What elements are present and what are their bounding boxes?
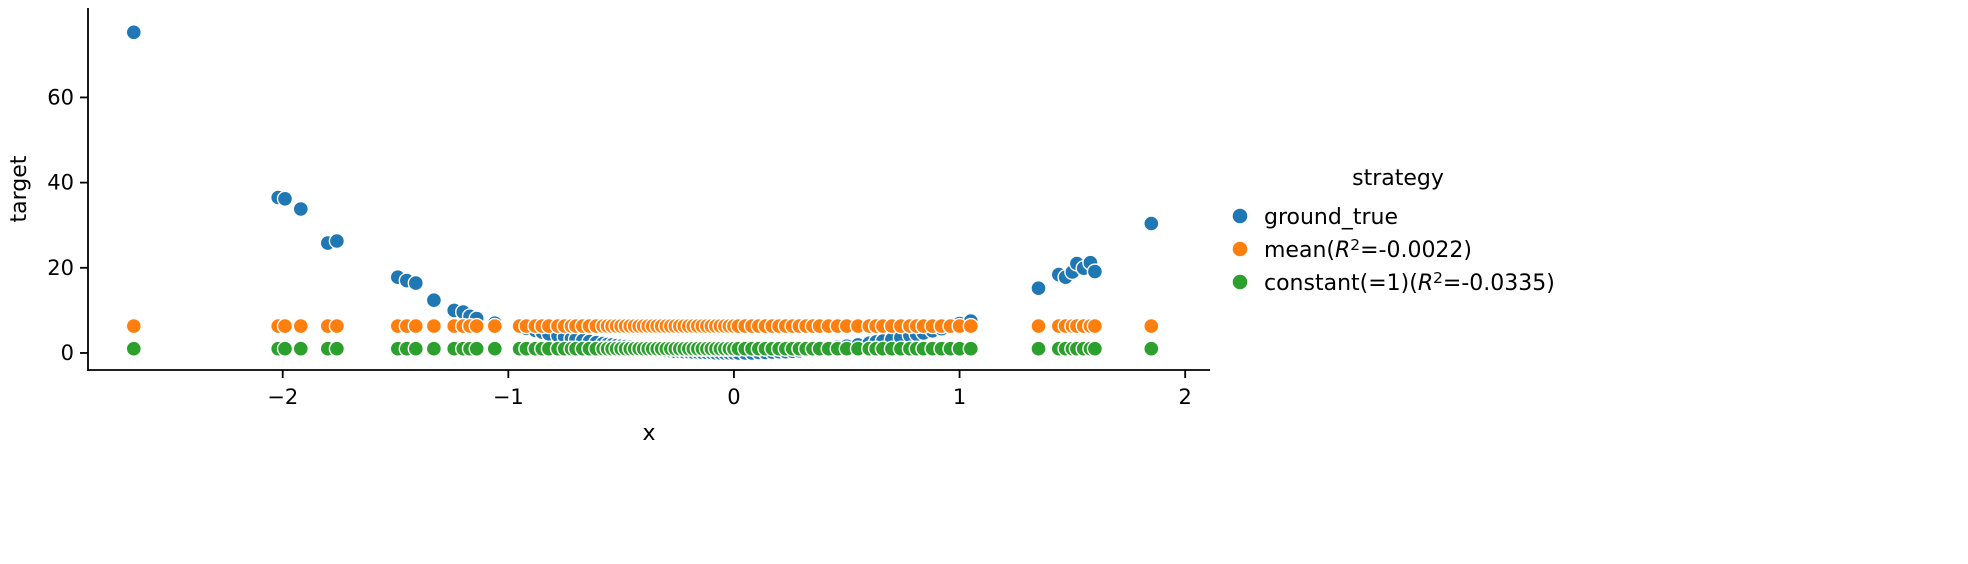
data-point: [125, 317, 143, 335]
data-point: [425, 292, 443, 309]
data-point: [1143, 317, 1160, 335]
data-point: [407, 340, 424, 357]
y-tick-label: 20: [47, 256, 74, 280]
data-point: [1086, 263, 1104, 280]
x-tick-label: 2: [1178, 385, 1191, 409]
data-point: [276, 190, 294, 208]
data-point: [125, 340, 143, 357]
data-point: [276, 340, 294, 357]
series-ground_true: [125, 24, 1160, 362]
data-point: [468, 340, 485, 357]
legend-item-label: constant(=1)(R2=-0.0335): [1264, 269, 1555, 296]
y-tick-label: 40: [47, 171, 74, 195]
data-point: [328, 232, 346, 250]
data-point: [292, 340, 309, 357]
y-tick-label: 60: [47, 85, 74, 109]
data-point: [425, 340, 443, 357]
data-point: [1086, 317, 1104, 335]
legend-title: strategy: [1352, 166, 1444, 191]
series-constant-1-r-0-0335: [125, 340, 1160, 357]
legend: strategy ground_true mean(R2=-0.0022) const…: [1231, 166, 1555, 296]
legend-item-label: ground_true: [1264, 205, 1398, 230]
data-point: [125, 24, 143, 41]
data-point: [425, 317, 443, 335]
data-point: [292, 317, 309, 335]
data-point: [328, 340, 346, 357]
x-tick-label: 0: [727, 385, 740, 409]
data-point: [1143, 340, 1160, 357]
x-tick-label: −2: [267, 385, 298, 409]
data-point: [328, 317, 346, 335]
legend-item-label: mean(R2=-0.0022): [1264, 236, 1472, 263]
data-point: [407, 274, 424, 292]
data-point: [486, 340, 503, 357]
legend-marker: [1231, 273, 1249, 291]
y-tick-label: 0: [61, 341, 74, 365]
data-point: [1030, 317, 1047, 335]
data-point: [292, 200, 309, 218]
y-axis-label: target: [7, 155, 32, 222]
data-point: [468, 317, 485, 335]
data-point: [407, 317, 424, 335]
data-point: [1030, 340, 1047, 357]
legend-marker: [1231, 240, 1249, 258]
data-point: [1143, 215, 1160, 232]
x-axis-label: x: [642, 421, 655, 446]
legend-marker: [1231, 207, 1249, 225]
data-point: [276, 317, 294, 335]
data-point: [1086, 340, 1104, 357]
series-mean-r-0-0022: [125, 317, 1160, 335]
data-point: [962, 317, 979, 335]
data-point: [486, 317, 503, 335]
x-tick-label: 1: [953, 385, 966, 409]
data-point: [962, 340, 979, 357]
data-point: [1030, 280, 1047, 297]
x-tick-label: −1: [493, 385, 524, 409]
